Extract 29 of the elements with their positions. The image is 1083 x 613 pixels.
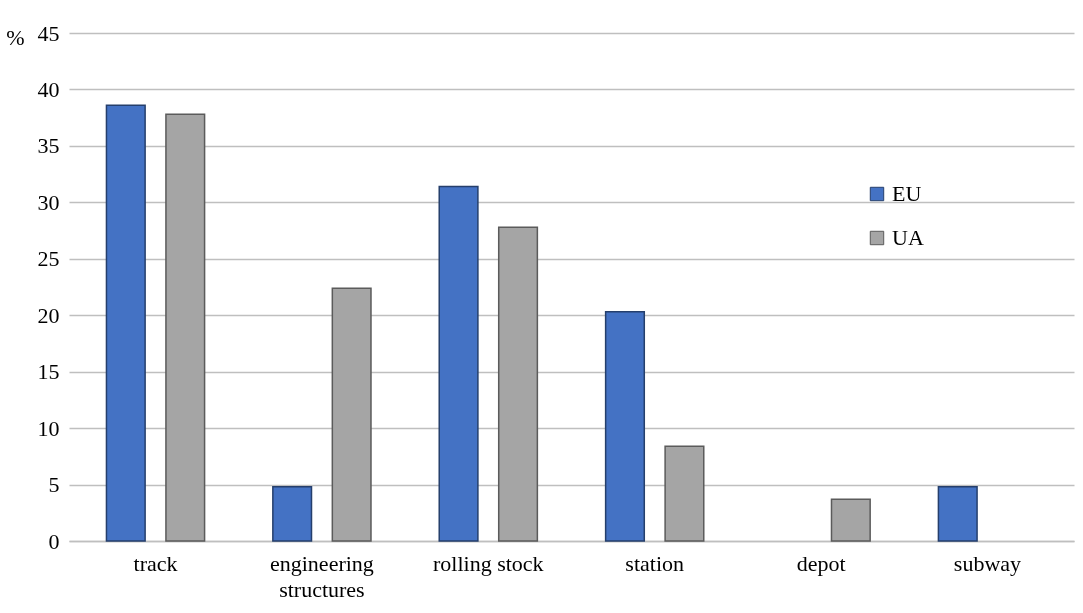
y-tick-label: 0 <box>48 528 60 554</box>
y-tick-label: 30 <box>37 189 60 215</box>
bar <box>331 287 372 542</box>
legend-label: EU <box>892 181 922 206</box>
y-tick-label: 35 <box>37 133 60 159</box>
bar <box>937 486 978 542</box>
y-tick-label: 40 <box>37 76 60 102</box>
bar <box>664 445 705 542</box>
x-tick-label: depot <box>796 550 846 576</box>
bar <box>497 226 539 542</box>
x-tick-label: track <box>133 550 178 576</box>
x-tick-label: station <box>625 550 685 576</box>
y-tick-label: 10 <box>37 415 60 441</box>
bar <box>438 185 479 542</box>
y-tick-label: 45 <box>37 20 60 46</box>
bar <box>165 113 206 542</box>
y-tick-label: 25 <box>37 246 60 272</box>
y-tick-label: 15 <box>37 359 60 385</box>
y-tick-label: 20 <box>37 302 60 328</box>
y-tick-label: 5 <box>48 472 60 498</box>
bar <box>830 498 871 542</box>
legend-label: UA <box>892 225 924 250</box>
y-axis-title: % <box>6 24 25 50</box>
x-tick-label: rolling stock <box>433 550 544 576</box>
bar <box>105 104 146 542</box>
x-tick-label: engineering structures <box>269 550 374 602</box>
bar <box>272 486 313 542</box>
bar <box>604 311 646 542</box>
x-tick-label: subway <box>953 550 1022 576</box>
